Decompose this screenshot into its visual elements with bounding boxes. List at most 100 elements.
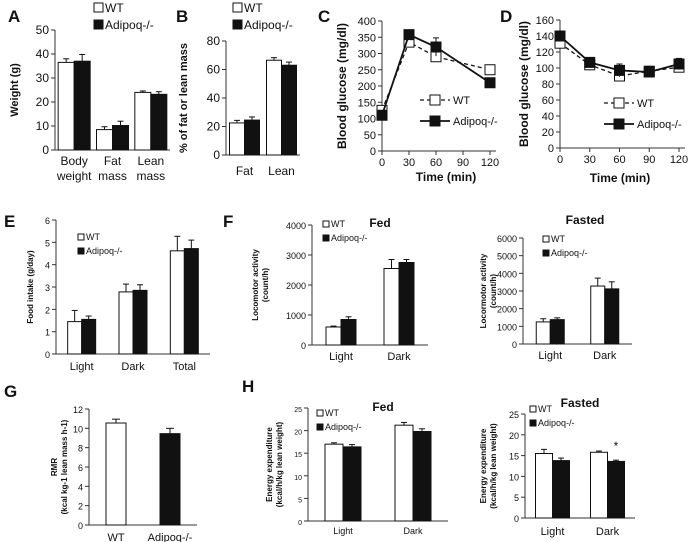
data-point <box>614 64 625 76</box>
y-tick-label: 2 <box>45 305 50 315</box>
y-tick-label: 150 <box>358 97 376 109</box>
bar <box>342 446 362 522</box>
y-axis-label: Blood glucose (mg/dl) <box>517 21 531 147</box>
legend-swatch-ko <box>429 115 441 127</box>
legend-swatch-wt <box>542 235 550 243</box>
bar <box>604 288 620 345</box>
y-tick-label: 50 <box>36 23 50 37</box>
legend-swatch-wt <box>316 409 324 417</box>
legend-swatch-wt <box>529 405 537 413</box>
legend-label: WT <box>244 1 263 15</box>
bar <box>266 59 282 156</box>
y-tick-label: 2000 <box>497 305 517 315</box>
x-tick-label: Light <box>329 351 353 363</box>
x-tick-label: 0 <box>379 157 385 169</box>
y-tick-label: 80 <box>207 34 221 48</box>
panel-label: B <box>176 7 188 26</box>
bar <box>96 129 113 151</box>
y-tick-label: 0 <box>78 521 83 531</box>
y-axis-label: Locormotor activity <box>479 253 488 328</box>
bar <box>183 248 199 355</box>
y-tick-label: 40 <box>542 111 554 123</box>
legend-label: WT <box>551 234 565 244</box>
x-tick-label: Dark <box>593 350 617 362</box>
data-point <box>643 66 655 78</box>
y-axis-label: RMR <box>50 458 59 476</box>
bar <box>398 262 415 346</box>
y-axis-label: % of fat or lean mass <box>178 43 190 153</box>
chart-title: Fed <box>369 216 390 230</box>
y-tick-label: 1000 <box>497 322 517 332</box>
y-axis-label: (kcal kg-1 lean mass h-1) <box>60 419 69 514</box>
y-tick-label: 20 <box>509 431 519 441</box>
legend-label: Adipoq-/- <box>86 246 123 256</box>
legend-swatch-wt <box>322 220 330 228</box>
y-tick-label: 12 <box>73 405 83 415</box>
panel-h-fasted: Fasted 0 5 10 15 20 25 Energy expenditure (kcal/… <box>479 396 635 538</box>
bar <box>325 326 342 346</box>
legend-label: WT <box>331 219 345 229</box>
y-tick-label: 8 <box>78 444 83 454</box>
bar <box>134 91 152 151</box>
x-tick-label: Dark <box>387 351 411 363</box>
chart-title: Fed <box>372 400 393 414</box>
y-axis-label: Energy expenditure <box>479 428 488 503</box>
y-tick-label: 250 <box>358 65 376 77</box>
legend-label: Adipoq-/- <box>637 119 682 131</box>
data-point <box>484 77 496 89</box>
y-tick-label: 15 <box>294 452 302 459</box>
panel-b: B 0 20 40 60 80 % of fat or lean mass Fat Lean WT… <box>176 1 300 178</box>
data-point <box>673 58 685 70</box>
y-tick-label: 40 <box>36 47 50 61</box>
y-axis-label: (kcal/h/kg lean weight) <box>489 423 498 509</box>
bar <box>549 319 565 345</box>
bar <box>81 318 97 355</box>
bar <box>159 433 181 526</box>
y-tick-label: 1000 <box>286 311 306 321</box>
y-tick-label: 0 <box>548 143 554 155</box>
bar <box>552 460 570 519</box>
legend-swatch-ko <box>322 234 330 242</box>
x-tick-label: weight <box>56 169 92 183</box>
legend-swatch-wt <box>613 97 625 109</box>
y-tick-label: 10 <box>36 119 50 133</box>
x-tick-label: Light <box>538 350 562 362</box>
significance-marker: * <box>614 439 619 453</box>
y-tick-label: 30 <box>36 71 50 85</box>
y-tick-label: 10 <box>73 424 83 434</box>
y-tick-label: 5000 <box>497 252 517 262</box>
y-tick-label: 4 <box>78 482 83 492</box>
bar <box>281 64 297 156</box>
y-tick-label: 3000 <box>497 287 517 297</box>
y-tick-label: 40 <box>207 91 221 105</box>
legend-swatch-wt <box>232 2 243 13</box>
x-axis-label: Time (min) <box>590 171 650 185</box>
legend-label: Adipoq-/- <box>325 422 362 432</box>
legend-label: WT <box>538 404 552 414</box>
x-tick-label: Dark <box>121 361 145 373</box>
legend-label: WT <box>637 98 654 110</box>
y-axis-label: Locomotor activity <box>251 249 260 321</box>
x-tick-label: Lean <box>137 154 164 168</box>
x-axis-label: Time (min) <box>416 170 476 184</box>
x-tick-label: Fat <box>104 154 122 168</box>
x-tick-label: 120 <box>670 154 688 166</box>
data-point <box>584 56 596 68</box>
bar <box>112 125 129 151</box>
bar <box>383 268 400 346</box>
x-tick-label: mass <box>98 169 127 183</box>
chart-title: Fasted <box>566 213 605 227</box>
y-tick-label: 80 <box>542 79 554 91</box>
x-tick-label: 60 <box>430 157 442 169</box>
bar <box>57 61 75 151</box>
x-tick-label: Fat <box>236 164 254 178</box>
bar <box>590 451 608 519</box>
x-tick-label: Light <box>541 526 565 538</box>
y-tick-label: 60 <box>207 63 221 77</box>
y-tick-label: 350 <box>358 32 376 44</box>
bar <box>340 319 357 346</box>
data-point <box>554 30 566 42</box>
panel-label: E <box>4 212 15 231</box>
x-tick-label: 60 <box>613 154 625 166</box>
